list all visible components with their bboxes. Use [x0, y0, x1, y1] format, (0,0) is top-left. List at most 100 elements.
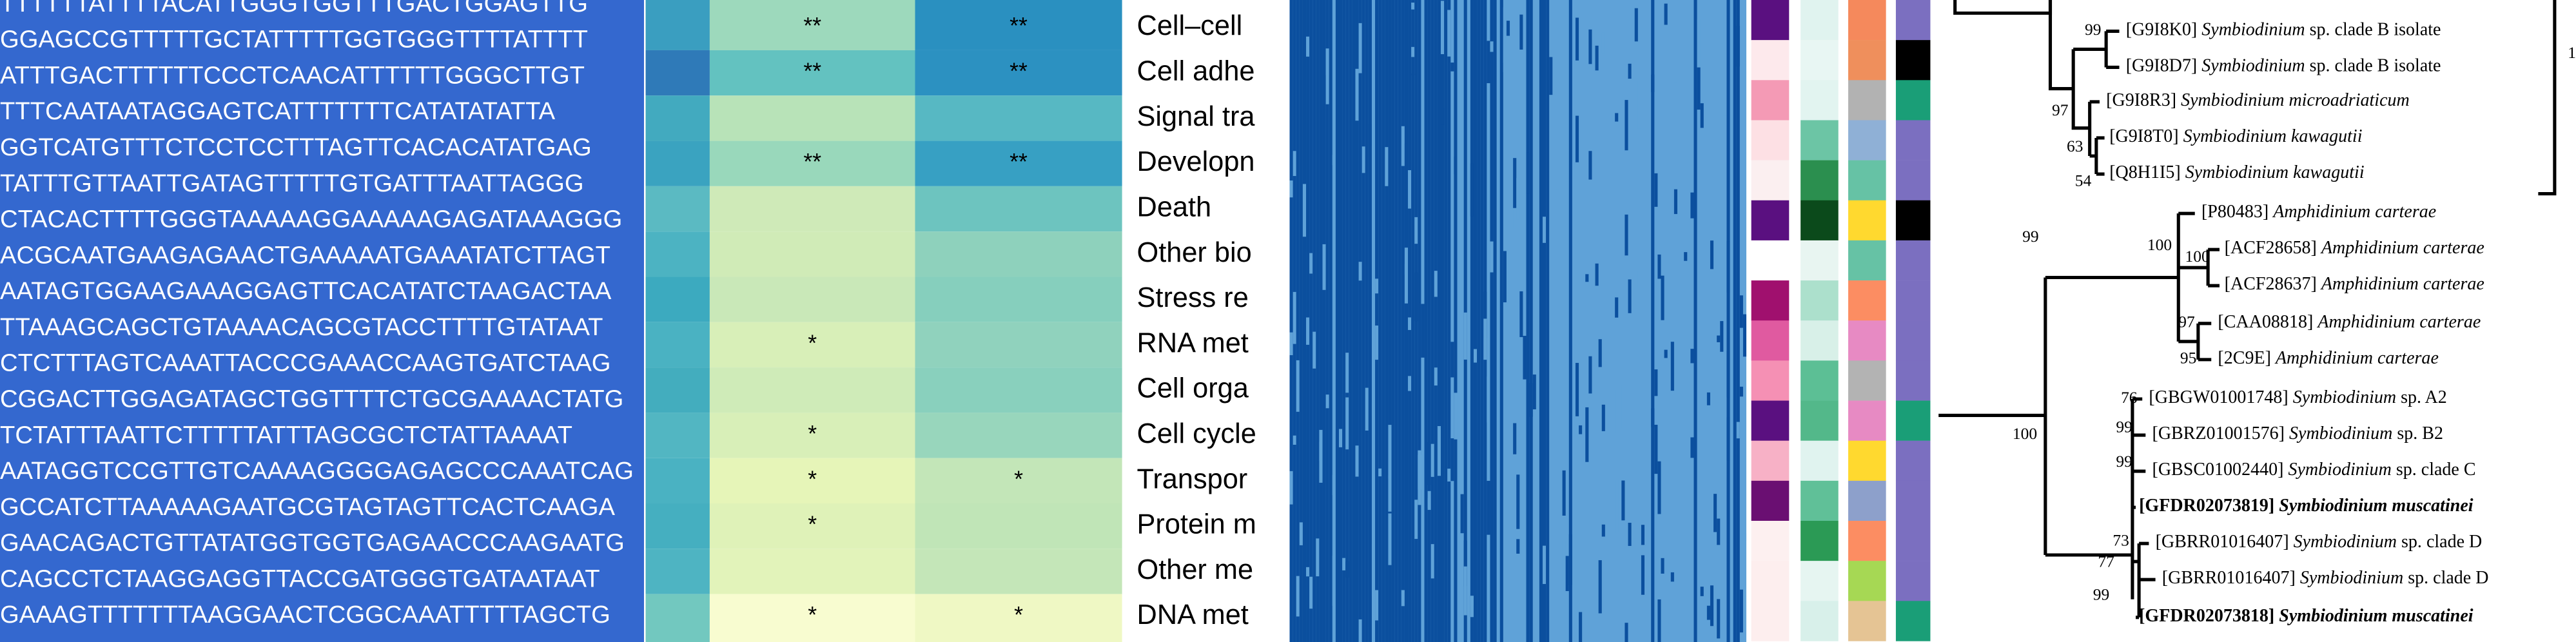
binary-cell — [1375, 278, 1379, 294]
binary-col — [1427, 0, 1431, 642]
annotation-cell — [1895, 160, 1931, 201]
binary-cell — [1342, 558, 1346, 570]
binary-cell — [1332, 474, 1336, 495]
binary-cell — [1657, 461, 1661, 514]
leaf-label: [G9I8K0] Symbiodinium sp. clade B isolat… — [2126, 20, 2441, 40]
annotation-cell — [1848, 561, 1886, 601]
go-label: Other bio — [1137, 237, 1252, 268]
heat-cell — [709, 95, 915, 141]
binary-cell — [1309, 253, 1313, 274]
significance: ** — [803, 13, 821, 39]
binary-cell — [1401, 590, 1405, 607]
annotation-cell — [1751, 0, 1790, 41]
binary-cell — [1664, 349, 1668, 358]
binary-cell — [1325, 48, 1329, 104]
species: Symbiodinium — [2289, 423, 2392, 443]
annotation-cell — [1895, 480, 1931, 521]
binary-cell — [1470, 163, 1474, 217]
heat-cell — [709, 549, 915, 594]
binary-col — [1480, 0, 1484, 642]
binary-col — [1493, 0, 1497, 642]
binary-col — [1434, 0, 1438, 642]
binary-cell — [1618, 385, 1622, 429]
binary-cell — [1289, 332, 1293, 356]
annotation-cell — [1800, 200, 1839, 241]
binary-cell — [1690, 349, 1694, 364]
heat-cell — [645, 503, 710, 549]
annotation-cell — [1800, 120, 1839, 160]
support: 99 — [2116, 418, 2132, 436]
accession: [GBGW01001748] — [2149, 387, 2288, 407]
binary-cell — [1487, 376, 1490, 423]
binary-cell — [1628, 63, 1632, 79]
heatmap: ** **** **** ***** *** * — [645, 0, 1122, 642]
sequence: CTACACTTTTGGGTAAAAAGGAAAAAGAGATAAAGGG — [0, 206, 622, 233]
accession: [CAA08818] — [2218, 312, 2313, 332]
binary-cell — [1615, 113, 1619, 122]
binary-cell — [1579, 425, 1583, 434]
accession: [2C9E] — [2218, 348, 2271, 368]
binary-col — [1355, 0, 1359, 642]
binary-cell — [1345, 561, 1349, 578]
accession: [Q8H1I5] — [2109, 162, 2181, 182]
go-labels: Cell–cell Cell adhe Signal tra Developn Deat… — [1137, 10, 1256, 630]
binary-cell — [1526, 152, 1530, 194]
annotation-cell — [1751, 80, 1790, 121]
binary-col — [1381, 0, 1385, 642]
species-suffix: sp. A2 — [2401, 387, 2447, 407]
significance: ** — [803, 149, 821, 175]
binary-col — [1401, 0, 1405, 642]
annotation-cell — [1800, 40, 1839, 81]
binary-cell — [1575, 17, 1579, 61]
binary-cell — [1503, 251, 1507, 303]
accession: [ACF28658] — [2225, 238, 2317, 258]
binary-cell — [1293, 435, 1296, 445]
sequence: TTAAAGCAGCTGTAAAACAGCGTACCTTTTGTATAAT — [0, 313, 603, 341]
binary-cell — [1588, 29, 1592, 64]
accession: [GBRR01016407] — [2162, 569, 2296, 588]
heat-cell — [645, 549, 710, 594]
binary-col — [1296, 0, 1300, 642]
binary-cell — [1289, 471, 1293, 505]
species: Symbiodinium — [2300, 569, 2403, 588]
binary-cell — [1625, 623, 1628, 642]
species: Symbiodinium — [2288, 460, 2391, 480]
heat-cell — [915, 95, 1122, 141]
binary-cell — [1487, 41, 1490, 84]
binary-col — [1349, 0, 1352, 642]
annotation-cell — [1848, 80, 1886, 121]
heat-cell — [645, 50, 710, 96]
binary-cell — [1454, 156, 1458, 175]
binary-cell — [1641, 555, 1645, 595]
binary-cell — [1601, 404, 1605, 431]
binary-cell — [1641, 525, 1645, 545]
heat-cell — [709, 0, 915, 50]
binary-cell — [1450, 63, 1454, 72]
binary-cell — [1575, 362, 1579, 416]
binary-cell — [1404, 264, 1409, 304]
heat-cell — [709, 594, 915, 642]
annotation-cell — [1800, 601, 1839, 641]
binary-cell — [1506, 21, 1510, 36]
leaf-label: [GBRR01016407] Symbiodinium sp. clade D — [2162, 569, 2489, 588]
binary-cell — [1700, 587, 1704, 596]
accession: [GFDR02073818] — [2139, 606, 2274, 626]
sequence: GAACAGACTGTTATATGGTGGTGAGAACCCAAGAATG — [0, 529, 625, 557]
species: Amphidinium carterae — [2272, 202, 2436, 222]
binary-cell — [1408, 317, 1412, 330]
support: 73 — [2113, 530, 2129, 549]
annotation-cell — [1751, 480, 1790, 521]
species: Amphidinium carterae — [2320, 275, 2484, 295]
binary-cell — [1615, 297, 1619, 318]
binary-cell — [1306, 317, 1310, 345]
annotation-cell — [1800, 240, 1839, 281]
heat-cell — [645, 277, 710, 322]
binary-cell — [1742, 314, 1747, 357]
binary-cell — [1684, 252, 1688, 261]
binary-cell — [1365, 387, 1369, 431]
leaf-label: [GFDR02073819] Symbiodinium muscatinei — [2139, 496, 2474, 516]
binary-cell — [1434, 271, 1438, 297]
binary-col — [1726, 0, 1730, 642]
binary-cell — [1697, 19, 1701, 73]
annotation-cell — [1751, 320, 1790, 361]
